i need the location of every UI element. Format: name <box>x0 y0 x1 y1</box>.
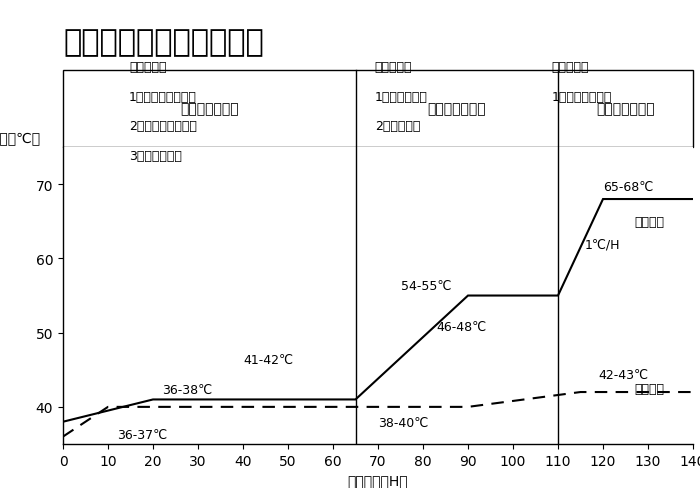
Text: 2、充分凋萎塌架：: 2、充分凋萎塌架： <box>129 120 197 133</box>
Text: 3、主叶发软：: 3、主叶发软： <box>129 150 182 163</box>
Text: 第三阶段：干筋: 第三阶段：干筋 <box>596 102 654 116</box>
Text: 2、大卷筒：: 2、大卷筒： <box>375 120 420 133</box>
Text: 38-40℃: 38-40℃ <box>378 416 428 429</box>
Text: 第一阶段：定黄: 第一阶段：定黄 <box>180 102 239 116</box>
Text: 36-37℃: 36-37℃ <box>117 428 167 441</box>
X-axis label: 烘烤时间（H）: 烘烤时间（H） <box>348 473 408 488</box>
Text: 第二阶段：定色: 第二阶段：定色 <box>428 102 486 116</box>
Text: 65-68℃: 65-68℃ <box>603 181 653 194</box>
Text: 湿球温度: 湿球温度 <box>634 382 664 395</box>
Text: 36-38℃: 36-38℃ <box>162 383 212 396</box>
Text: 达到目标：: 达到目标： <box>552 61 589 74</box>
Text: 1、烟叶黄叶青筋：: 1、烟叶黄叶青筋： <box>129 90 197 103</box>
Text: 干球温度: 干球温度 <box>634 215 664 228</box>
Y-axis label: 温度（℃）: 温度（℃） <box>0 131 41 145</box>
Text: 达到目标：: 达到目标： <box>375 61 412 74</box>
Text: 42-43℃: 42-43℃ <box>598 368 648 381</box>
Text: 达到目标：: 达到目标： <box>129 61 167 74</box>
Text: 1℃/H: 1℃/H <box>585 239 620 251</box>
Text: 1、全坑烟干筋：: 1、全坑烟干筋： <box>552 90 612 103</box>
Text: 54-55℃: 54-55℃ <box>400 279 451 292</box>
Text: 烤烟三段式烘烤技术简图: 烤烟三段式烘烤技术简图 <box>63 28 264 57</box>
Text: 41-42℃: 41-42℃ <box>243 353 293 366</box>
Text: 1、叶片全干：: 1、叶片全干： <box>375 90 428 103</box>
Text: 46-48℃: 46-48℃ <box>437 320 486 333</box>
